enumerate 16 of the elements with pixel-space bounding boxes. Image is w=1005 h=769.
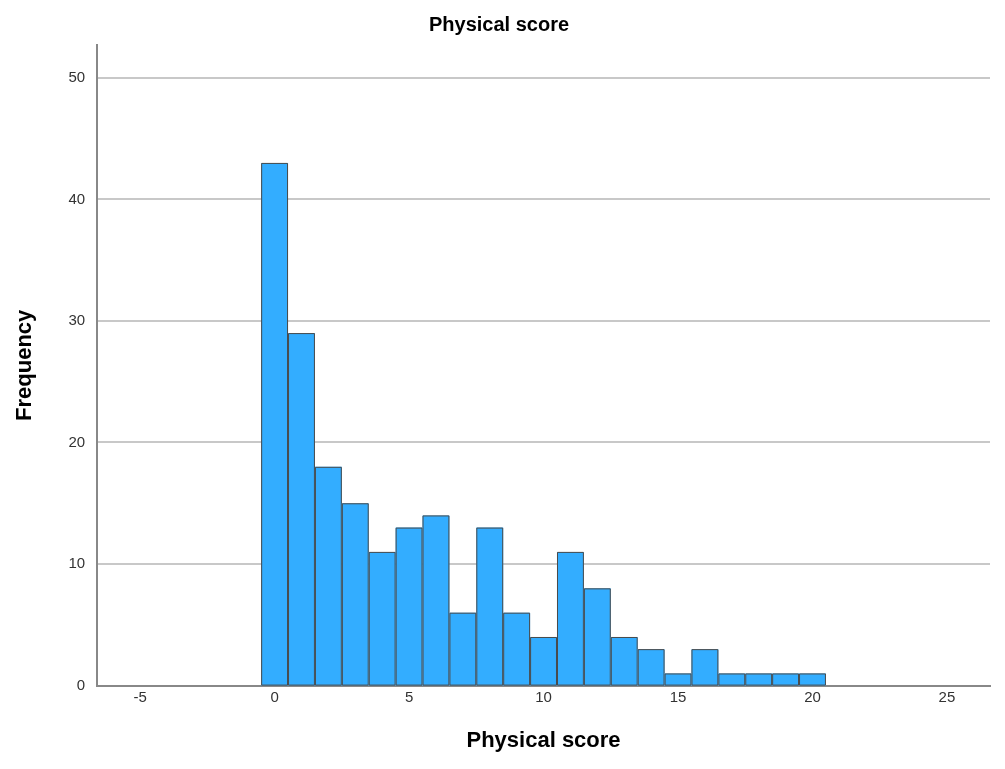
x-tick-label: 15 <box>669 687 687 705</box>
x-tick-label: 25 <box>938 687 956 705</box>
x-tick-label: 5 <box>404 687 414 705</box>
x-tick-label: 20 <box>804 687 821 705</box>
x-tick-label: 0 <box>270 687 279 705</box>
y-tick-label: 20 <box>68 432 86 450</box>
chart-title: Physical score <box>428 12 570 35</box>
x-tick-label: -5 <box>133 687 147 705</box>
y-tick-label: 10 <box>68 554 86 572</box>
x-axis-title: Physical score <box>466 726 621 752</box>
y-tick-label: 0 <box>76 675 86 693</box>
y-tick-label: 40 <box>68 189 86 207</box>
y-tick-label: 50 <box>68 67 86 85</box>
y-axis-title: Frequency <box>11 308 37 421</box>
x-tick-label: 10 <box>535 687 552 705</box>
y-tick-label: 30 <box>68 311 86 329</box>
